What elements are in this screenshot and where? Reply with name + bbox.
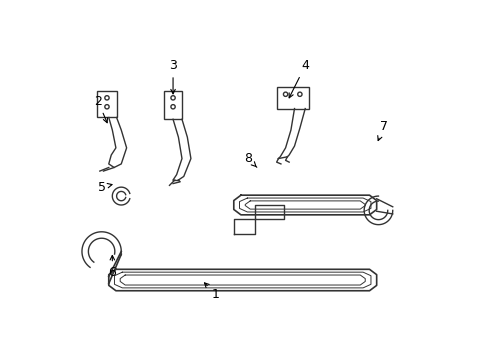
Text: 1: 1 <box>204 283 220 301</box>
Text: 3: 3 <box>169 59 177 94</box>
Text: 7: 7 <box>377 120 387 140</box>
Text: 6: 6 <box>108 256 116 279</box>
Text: 8: 8 <box>244 152 256 167</box>
Bar <box>164 91 182 119</box>
Bar <box>97 91 116 117</box>
Text: 5: 5 <box>98 181 112 194</box>
Text: 2: 2 <box>94 95 107 123</box>
Text: 4: 4 <box>288 59 308 98</box>
Bar <box>276 87 308 109</box>
